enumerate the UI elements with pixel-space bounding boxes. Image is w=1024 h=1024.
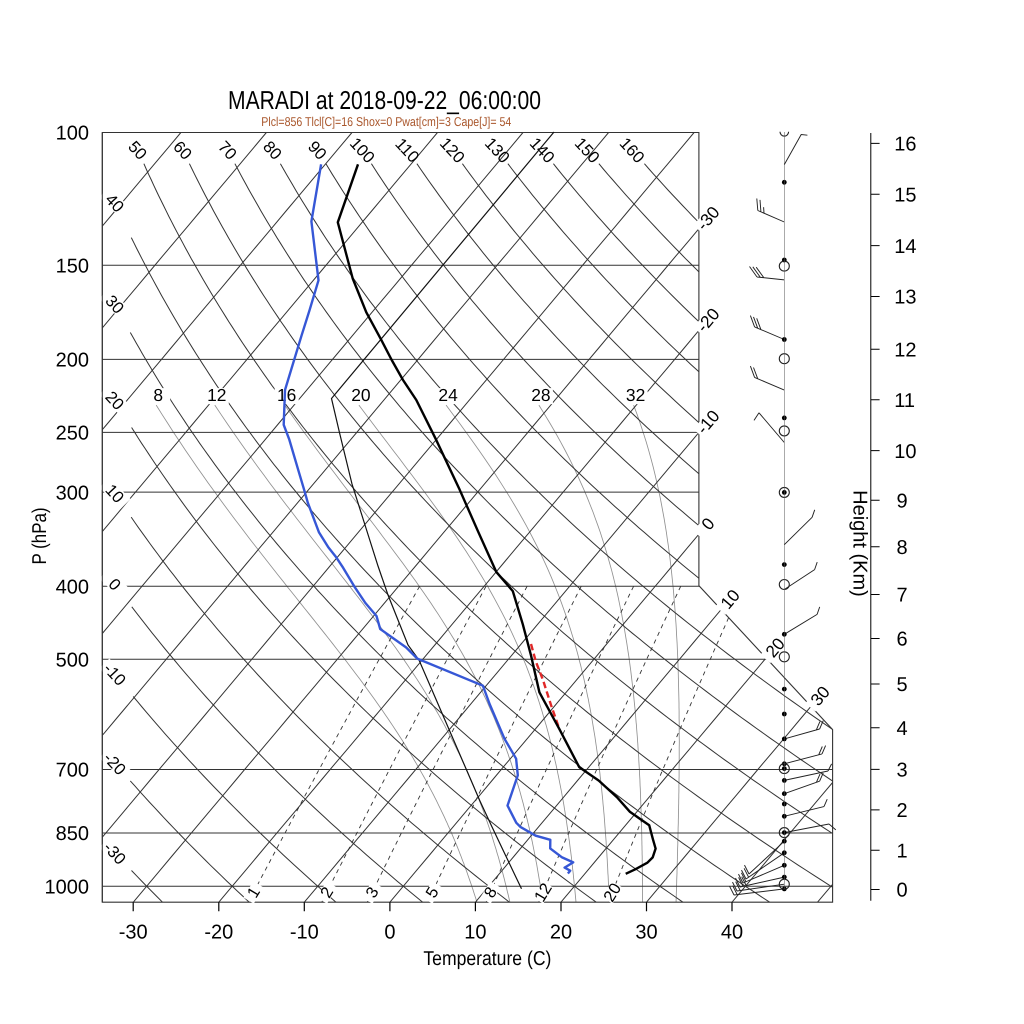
svg-text:700: 700 — [56, 760, 89, 782]
svg-text:10: 10 — [464, 921, 486, 943]
svg-text:15: 15 — [894, 185, 916, 207]
svg-text:13: 13 — [894, 287, 916, 309]
svg-text:5: 5 — [897, 674, 908, 696]
svg-text:7: 7 — [897, 585, 908, 607]
svg-text:6: 6 — [897, 629, 908, 651]
svg-text:-30: -30 — [119, 921, 148, 943]
svg-text:8: 8 — [153, 385, 163, 405]
svg-text:20: 20 — [351, 385, 370, 405]
svg-text:8: 8 — [897, 537, 908, 559]
svg-text:-10: -10 — [290, 921, 319, 943]
svg-text:1: 1 — [897, 841, 908, 863]
svg-text:14: 14 — [894, 236, 916, 258]
svg-text:9: 9 — [897, 491, 908, 513]
svg-text:12: 12 — [207, 385, 226, 405]
svg-text:300: 300 — [56, 482, 89, 504]
svg-text:16: 16 — [277, 385, 296, 405]
svg-text:Temperature (C): Temperature (C) — [423, 948, 551, 970]
svg-text:200: 200 — [56, 350, 89, 372]
svg-text:2: 2 — [897, 800, 908, 822]
svg-text:Plcl=856 Tlcl[C]=16 Shox=0 Pwa: Plcl=856 Tlcl[C]=16 Shox=0 Pwat[cm]=3 Ca… — [261, 114, 511, 129]
svg-text:MARADI at 2018-09-22_06:00:00: MARADI at 2018-09-22_06:00:00 — [228, 85, 541, 115]
svg-text:32: 32 — [626, 385, 645, 405]
svg-text:250: 250 — [56, 423, 89, 445]
svg-text:30: 30 — [635, 921, 657, 943]
svg-text:3: 3 — [897, 760, 908, 782]
svg-text:P (hPa): P (hPa) — [29, 508, 51, 565]
svg-text:16: 16 — [894, 134, 916, 156]
svg-text:0: 0 — [897, 880, 908, 902]
svg-text:40: 40 — [721, 921, 743, 943]
svg-text:100: 100 — [56, 123, 89, 145]
svg-text:1000: 1000 — [45, 876, 90, 898]
svg-text:0: 0 — [384, 921, 395, 943]
svg-text:11: 11 — [894, 390, 915, 412]
svg-text:28: 28 — [531, 385, 550, 405]
svg-text:-20: -20 — [204, 921, 233, 943]
svg-text:150: 150 — [56, 255, 89, 277]
svg-text:850: 850 — [56, 823, 89, 845]
svg-text:Height (Km): Height (Km) — [849, 490, 871, 597]
svg-text:400: 400 — [56, 577, 89, 599]
svg-text:4: 4 — [897, 718, 908, 740]
svg-text:12: 12 — [894, 339, 916, 361]
svg-text:500: 500 — [56, 650, 89, 672]
svg-text:24: 24 — [438, 385, 458, 405]
svg-text:20: 20 — [550, 921, 572, 943]
svg-text:10: 10 — [894, 441, 916, 463]
